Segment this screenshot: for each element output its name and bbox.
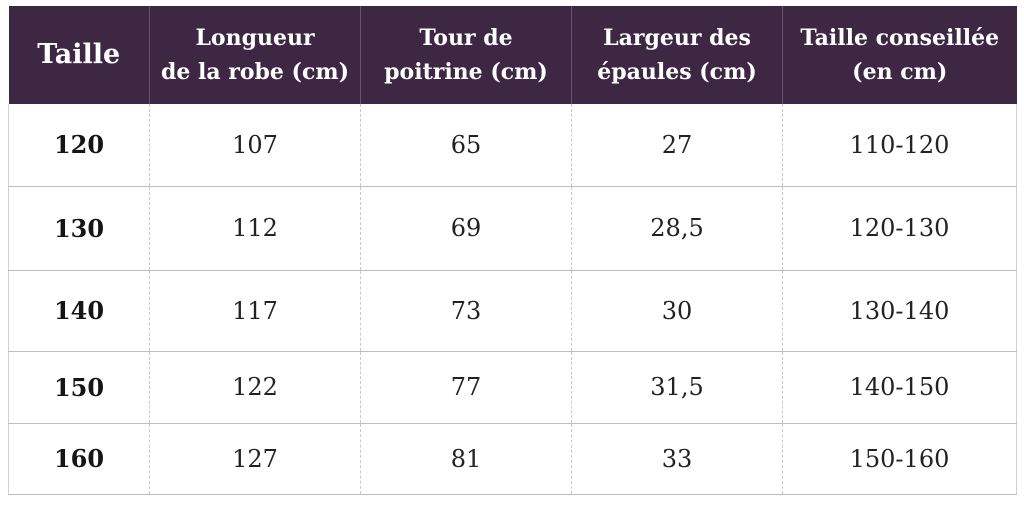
size-cell: 150: [8, 351, 150, 424]
header-label: Largeur des: [603, 25, 751, 51]
shoulder-width-cell: 27: [571, 104, 783, 187]
recommended-size-cell: 140-150: [782, 351, 1017, 424]
header-label: Longueur: [195, 25, 315, 51]
recommended-size-cell: 110-120: [782, 104, 1017, 187]
size-cell: 160: [8, 423, 150, 495]
recommended-size-cell: 150-160: [782, 423, 1017, 495]
chest-cell: 65: [360, 104, 572, 187]
shoulder-width-cell: 28,5: [571, 186, 783, 271]
chest-cell: 77: [360, 351, 572, 424]
shoulder-width-cell: 31,5: [571, 351, 783, 424]
header-row: Taille Longueur de la robe (cm) Tour de …: [8, 6, 1017, 104]
table-row: 160 127 81 33 150-160: [8, 423, 1017, 495]
dress-length-cell: 117: [149, 270, 361, 352]
table-row: 120 107 65 27 110-120: [8, 104, 1017, 187]
table-row: 150 122 77 31,5 140-150: [8, 351, 1017, 424]
size-chart-table: Taille Longueur de la robe (cm) Tour de …: [8, 6, 1017, 495]
dress-length-cell: 107: [149, 104, 361, 187]
table-header: Taille Longueur de la robe (cm) Tour de …: [8, 6, 1017, 104]
recommended-size-cell: 120-130: [782, 186, 1017, 271]
header-taille: Taille: [8, 6, 150, 104]
size-cell: 120: [8, 104, 150, 187]
dress-length-cell: 112: [149, 186, 361, 271]
recommended-size-cell: 130-140: [782, 270, 1017, 352]
shoulder-width-cell: 33: [571, 423, 783, 495]
chest-cell: 73: [360, 270, 572, 352]
table-body: 120 107 65 27 110-120 130 112 69 28,5 12…: [8, 104, 1017, 495]
header-longueur-robe: Longueur de la robe (cm): [149, 6, 361, 104]
dress-length-cell: 127: [149, 423, 361, 495]
size-cell: 140: [8, 270, 150, 352]
shoulder-width-cell: 30: [571, 270, 783, 352]
header-label: (en cm): [852, 59, 948, 85]
header-label: de la robe (cm): [160, 59, 350, 85]
header-largeur-epaules: Largeur des épaules (cm): [571, 6, 783, 104]
header-label: Taille conseillée: [800, 25, 1000, 51]
header-tour-poitrine: Tour de poitrine (cm): [360, 6, 572, 104]
chest-cell: 69: [360, 186, 572, 271]
header-label: Taille: [37, 39, 121, 70]
chest-cell: 81: [360, 423, 572, 495]
table-row: 140 117 73 30 130-140: [8, 270, 1017, 352]
header-label: poitrine (cm): [384, 59, 548, 85]
table-row: 130 112 69 28,5 120-130: [8, 186, 1017, 271]
size-cell: 130: [8, 186, 150, 271]
dress-length-cell: 122: [149, 351, 361, 424]
header-taille-conseillee: Taille conseillée (en cm): [782, 6, 1017, 104]
header-label: Tour de: [419, 25, 513, 51]
header-label: épaules (cm): [597, 59, 757, 85]
